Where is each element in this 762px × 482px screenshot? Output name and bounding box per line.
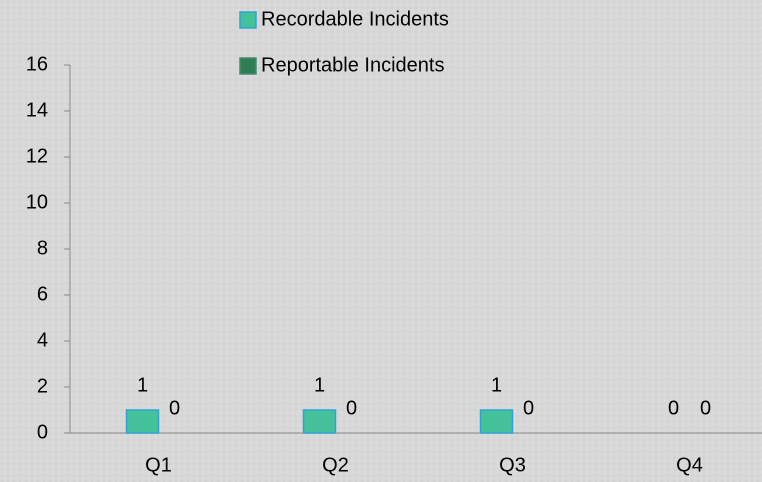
y-tick-label: 12 <box>26 145 48 167</box>
x-tick-label: Q3 <box>499 454 526 476</box>
value-label: 0 <box>346 397 357 419</box>
y-tick-label: 14 <box>26 99 48 121</box>
value-label: 0 <box>668 397 679 419</box>
y-tick-label: 0 <box>37 421 48 443</box>
bar <box>125 409 160 434</box>
x-tick-label: Q4 <box>676 454 703 476</box>
bar <box>302 409 337 434</box>
x-tick-label: Q2 <box>322 454 349 476</box>
value-label: 0 <box>523 397 534 419</box>
y-tick-label: 16 <box>26 53 48 75</box>
value-label: 1 <box>314 374 325 396</box>
y-tick-label: 8 <box>37 237 48 259</box>
value-label: 1 <box>491 374 502 396</box>
legend-swatch <box>239 57 257 75</box>
legend-label: Recordable Incidents <box>261 8 449 30</box>
x-tick-label: Q1 <box>145 454 172 476</box>
y-tick-label: 2 <box>37 375 48 397</box>
y-tick-label: 4 <box>37 329 48 351</box>
value-label: 0 <box>169 397 180 419</box>
y-tick-label: 10 <box>26 191 48 213</box>
y-tick-label: 6 <box>37 283 48 305</box>
value-label: 1 <box>137 374 148 396</box>
value-label: 0 <box>700 397 711 419</box>
bar <box>479 409 514 434</box>
legend-label: Reportable Incidents <box>261 54 444 76</box>
legend-swatch <box>239 11 257 29</box>
